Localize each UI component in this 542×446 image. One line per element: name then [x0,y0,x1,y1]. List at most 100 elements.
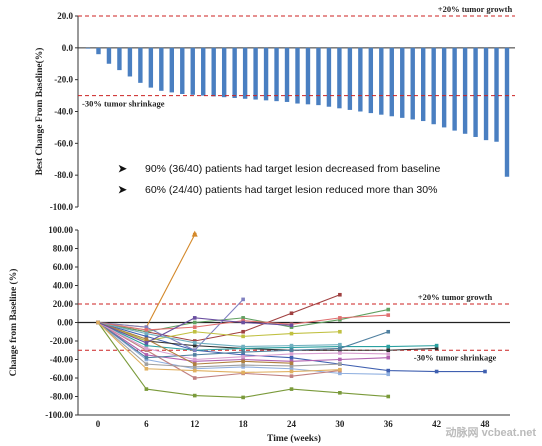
reference-label: -30% tumor shrinkage [414,352,497,362]
x-tick-label: 48 [481,419,491,429]
y-tick-label: -60.0 [54,138,73,148]
series-point [144,346,149,351]
y-tick-label: 0.00 [57,318,73,328]
series-point [434,346,439,351]
series-point [241,359,245,364]
series-line [97,234,196,328]
series-point [241,297,245,302]
series-line [97,321,340,348]
series-point [192,348,197,353]
x-tick-label: 12 [190,419,200,429]
y-tick-label: 60.00 [53,262,74,272]
series-point [386,348,391,353]
series-point [434,369,439,374]
series-point [289,369,294,374]
bar [117,47,122,71]
series-point [386,313,391,317]
y-tick-label: 40.00 [53,281,74,291]
series-point [483,369,487,374]
watermark: 动脉网 vcbeat.net [446,425,537,439]
bar [148,47,154,88]
series-point [192,393,197,398]
series-point [289,331,294,336]
bar [253,47,258,100]
series-point [289,352,294,356]
bar [242,47,248,99]
series-point [386,355,391,360]
series-line [97,322,340,379]
series-point [241,329,245,334]
series-point [144,387,149,391]
series-point [241,316,245,320]
series-point [144,366,149,371]
bar [221,47,227,98]
series-point [386,307,391,312]
bar [368,47,374,114]
annotation-text: 60% (24/40) patients had target lesion r… [145,184,437,196]
series-point [338,371,342,376]
series-point [192,341,197,345]
bar [305,47,311,105]
reference-label: +20% tumor growth [438,4,513,14]
series-point [289,355,294,360]
series-point [241,350,245,354]
series-point [241,363,245,367]
series-point [192,353,197,357]
x-tick-label: 6 [144,419,149,429]
series-point [192,320,197,325]
x-tick-label: 24 [287,419,297,429]
series-point [241,346,245,351]
bar [452,47,457,131]
series-point [241,344,245,349]
series-point [241,365,245,369]
series-point [144,339,149,343]
waterfall-chart: 20.0 0.0 -20.0 -40.0 -60.0 -80.0 -100.0 +20% tu… [34,4,515,212]
bar [483,47,489,141]
series-point [241,395,245,400]
y-tick-label: -80.0 [54,170,73,180]
bar [106,47,112,64]
series-point [289,325,294,329]
series-point [96,320,100,325]
bar [159,47,164,91]
bar [201,47,206,96]
series-point [289,374,294,378]
bar [410,47,415,120]
bar [462,47,468,134]
series-point [289,323,294,328]
series-point [144,353,149,357]
y-tick-label: 0.0 [62,43,74,53]
y-tick-label: -40.0 [54,107,73,117]
bar [263,47,269,101]
y-tick-label: -100.00 [45,410,73,420]
series-point [338,362,342,366]
series-point [192,359,197,364]
y-axis-title: Best Change From Baseline(%) [34,48,45,176]
bar [316,47,321,106]
series-point [386,329,391,334]
bar [211,47,216,97]
bar [295,47,300,104]
series-point [386,394,391,399]
bar [85,47,91,49]
series-point [241,357,245,362]
series-point [144,331,149,336]
series-point [144,343,149,348]
series-point [144,341,149,345]
series-point [144,334,149,339]
y-tick-label: 20.00 [53,299,74,309]
x-tick-label: 30 [335,419,345,429]
bar [284,47,290,102]
y-axis-title: Change from Baseline (%) [8,269,19,377]
series-point [241,353,245,357]
series-point [338,316,342,320]
series-point [434,343,439,348]
bar [138,47,143,83]
series-point [144,355,149,360]
bar [180,47,185,94]
series-point [338,348,342,353]
y-tick-label: -20.0 [54,75,73,85]
bar [504,47,510,177]
x-tick-label: 42 [432,419,442,429]
bar [431,47,436,125]
